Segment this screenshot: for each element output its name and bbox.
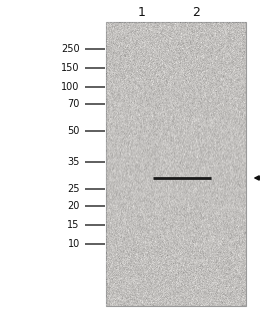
Bar: [106, 22, 246, 306]
Text: 70: 70: [67, 99, 80, 109]
Text: 10: 10: [67, 239, 80, 249]
Text: 2: 2: [192, 6, 200, 19]
Text: 250: 250: [61, 44, 80, 54]
Text: 25: 25: [67, 184, 80, 194]
Text: 15: 15: [67, 220, 80, 230]
Text: 1: 1: [137, 6, 145, 19]
Text: 20: 20: [67, 201, 80, 211]
Text: 35: 35: [67, 157, 80, 167]
Text: 100: 100: [61, 82, 80, 92]
Text: 150: 150: [61, 63, 80, 73]
Text: 50: 50: [67, 126, 80, 136]
